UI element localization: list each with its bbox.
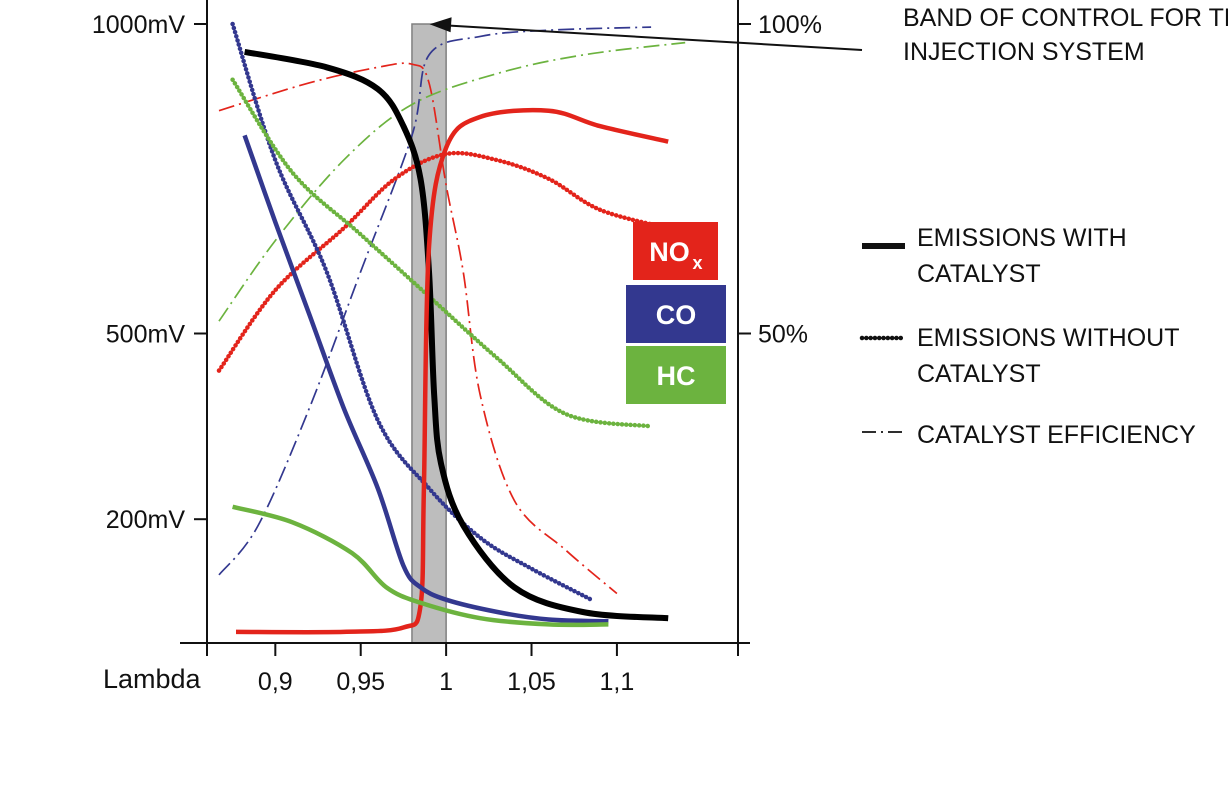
annotation-line-1: BAND OF CONTROL FOR THE <box>903 4 1228 32</box>
x-tick-label: 0,9 <box>258 668 293 696</box>
badge-nox-label: NO <box>649 237 690 267</box>
x-tick-label: 1,05 <box>507 668 556 696</box>
legend-label-dotted: CATALYST <box>917 360 1041 388</box>
series-nox-dashdot <box>218 62 618 595</box>
x-axis-label: Lambda <box>103 664 202 694</box>
y-ticks: 1000mV 500mV 200mV 100% 50% <box>92 11 822 534</box>
legend: EMISSIONS WITH CATALYST EMISSIONS WITHOUT C… <box>859 224 1196 449</box>
annotation-arrowhead <box>429 17 452 33</box>
band-annotation: BAND OF CONTROL FOR THE INJECTION SYSTEM <box>429 4 1228 66</box>
badge-hc <box>626 346 726 404</box>
series-hc-solid <box>232 504 609 628</box>
badge-nox-subscript: x <box>692 253 702 273</box>
y-left-tick-label: 200mV <box>106 506 186 534</box>
x-tick-label: 1 <box>439 668 453 696</box>
badge-co-label: CO <box>656 300 697 330</box>
legend-label-dotted: EMISSIONS WITHOUT <box>917 324 1180 352</box>
y-right-tick-label: 100% <box>758 11 822 39</box>
series-co-solid <box>242 134 609 624</box>
legend-label-solid: EMISSIONS WITH <box>917 224 1127 252</box>
series-nox-solid <box>235 107 669 635</box>
badge-nox <box>633 222 718 280</box>
y-right-tick-label: 50% <box>758 321 808 349</box>
badge-hc-label: HC <box>657 361 696 391</box>
axes-layer: Lambda <box>103 0 750 694</box>
badge-co <box>626 285 726 343</box>
y-left-tick-label: 1000mV <box>92 11 185 39</box>
x-tick-label: 0,95 <box>336 668 385 696</box>
series-layer <box>216 21 686 635</box>
legend-label-dashdot: CATALYST EFFICIENCY <box>917 421 1196 449</box>
x-ticks: 0,9 0,95 1 1,05 1,1 <box>206 643 739 696</box>
gas-badges: NO x CO HC <box>626 222 726 404</box>
series-nox-dotted <box>216 150 671 373</box>
series-hc-dashdot <box>218 41 686 322</box>
y-left-tick-label: 500mV <box>106 321 186 349</box>
series-co-dashdot <box>218 26 652 576</box>
series-lambda-sensor-solid <box>244 48 669 622</box>
x-tick-label: 1,1 <box>600 668 635 696</box>
legend-label-solid: CATALYST <box>917 260 1041 288</box>
annotation-line-2: INJECTION SYSTEM <box>903 38 1145 66</box>
annotation-arrow <box>443 24 863 51</box>
series-co-dotted <box>230 21 594 602</box>
